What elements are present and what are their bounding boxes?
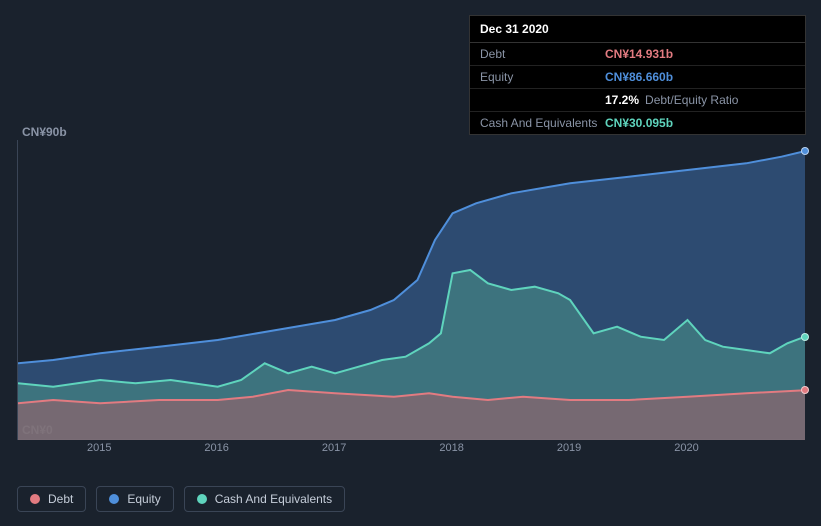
x-axis: 2015 2016 2017 2018 2019 2020	[17, 442, 804, 462]
x-axis-tick: 2015	[87, 442, 111, 454]
x-axis-tick: 2016	[204, 442, 228, 454]
tooltip-row: EquityCN¥86.660b	[470, 66, 805, 89]
legend-item-debt[interactable]: Debt	[17, 486, 86, 512]
chart-legend: Debt Equity Cash And Equivalents	[17, 486, 345, 512]
tooltip-label: Equity	[480, 70, 605, 84]
tooltip-label: Cash And Equivalents	[480, 116, 605, 130]
legend-item-cash[interactable]: Cash And Equivalents	[184, 486, 345, 512]
tooltip-date: Dec 31 2020	[470, 16, 805, 43]
x-axis-tick: 2019	[557, 442, 581, 454]
legend-swatch	[109, 494, 119, 504]
tooltip-row: Cash And EquivalentsCN¥30.095b	[470, 112, 805, 134]
legend-swatch	[197, 494, 207, 504]
y-axis-label: CN¥90b	[22, 125, 67, 139]
tooltip-extra: Debt/Equity Ratio	[645, 93, 738, 107]
tooltip-row: DebtCN¥14.931b	[470, 43, 805, 66]
end-marker-equity	[801, 147, 809, 155]
tooltip-label	[480, 93, 605, 107]
tooltip-value: 17.2%	[605, 93, 639, 107]
legend-item-equity[interactable]: Equity	[96, 486, 173, 512]
x-axis-tick: 2018	[439, 442, 463, 454]
tooltip-label: Debt	[480, 47, 605, 61]
tooltip-value: CN¥14.931b	[605, 47, 673, 61]
tooltip-row: 17.2% Debt/Equity Ratio	[470, 89, 805, 112]
x-axis-tick: 2020	[674, 442, 698, 454]
legend-swatch	[30, 494, 40, 504]
tooltip-value: CN¥86.660b	[605, 70, 673, 84]
chart-container: Dec 31 2020 DebtCN¥14.931bEquityCN¥86.66…	[0, 0, 821, 526]
chart-tooltip: Dec 31 2020 DebtCN¥14.931bEquityCN¥86.66…	[469, 15, 806, 135]
chart-plot-area	[17, 140, 804, 440]
end-marker-cash	[801, 333, 809, 341]
legend-label: Equity	[127, 492, 160, 506]
x-axis-tick: 2017	[322, 442, 346, 454]
end-marker-debt	[801, 386, 809, 394]
legend-label: Debt	[48, 492, 73, 506]
legend-label: Cash And Equivalents	[215, 492, 332, 506]
tooltip-value: CN¥30.095b	[605, 116, 673, 130]
